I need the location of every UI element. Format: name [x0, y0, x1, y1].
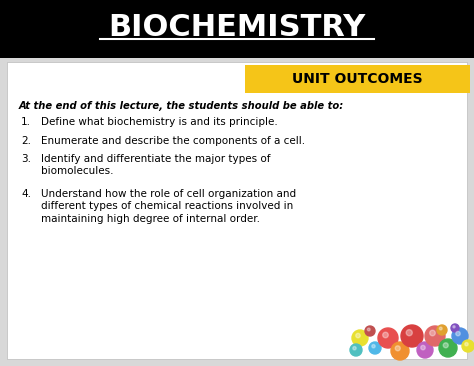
Text: Understand how the role of cell organization and
different types of chemical rea: Understand how the role of cell organiza… [41, 189, 296, 224]
Circle shape [383, 332, 388, 338]
Circle shape [443, 343, 448, 348]
Text: Define what biochemistry is and its principle.: Define what biochemistry is and its prin… [41, 117, 278, 127]
Circle shape [352, 330, 368, 346]
Circle shape [365, 326, 375, 336]
Circle shape [437, 325, 447, 335]
Circle shape [395, 346, 400, 351]
Circle shape [367, 328, 370, 331]
Text: 4.: 4. [21, 189, 31, 199]
Circle shape [353, 347, 356, 350]
Circle shape [452, 328, 468, 344]
Circle shape [439, 339, 457, 357]
Text: BIOCHEMISTRY: BIOCHEMISTRY [109, 12, 365, 41]
Circle shape [372, 344, 375, 348]
Circle shape [453, 326, 455, 328]
Circle shape [465, 343, 468, 346]
Circle shape [456, 331, 460, 336]
Circle shape [425, 326, 445, 346]
Bar [245, 65, 470, 93]
Circle shape [430, 330, 435, 336]
Bar [0, 0, 474, 58]
Circle shape [417, 342, 433, 358]
Text: 1.: 1. [21, 117, 31, 127]
Bar [7, 62, 467, 359]
Circle shape [378, 328, 398, 348]
Circle shape [406, 330, 412, 336]
Text: 3.: 3. [21, 154, 31, 164]
Circle shape [350, 344, 362, 356]
Circle shape [356, 333, 360, 338]
Text: UNIT OUTCOMES: UNIT OUTCOMES [292, 72, 423, 86]
Circle shape [451, 324, 459, 332]
Text: At the end of this lecture, the students should be able to:: At the end of this lecture, the students… [19, 101, 344, 111]
Circle shape [421, 346, 425, 350]
Circle shape [462, 340, 474, 352]
Circle shape [439, 327, 442, 330]
Text: Identify and differentiate the major types of
biomolecules.: Identify and differentiate the major typ… [41, 154, 271, 176]
Circle shape [369, 342, 381, 354]
Circle shape [401, 325, 423, 347]
Text: Enumerate and describe the components of a cell.: Enumerate and describe the components of… [41, 135, 305, 146]
Text: 2.: 2. [21, 135, 31, 146]
Circle shape [391, 342, 409, 360]
